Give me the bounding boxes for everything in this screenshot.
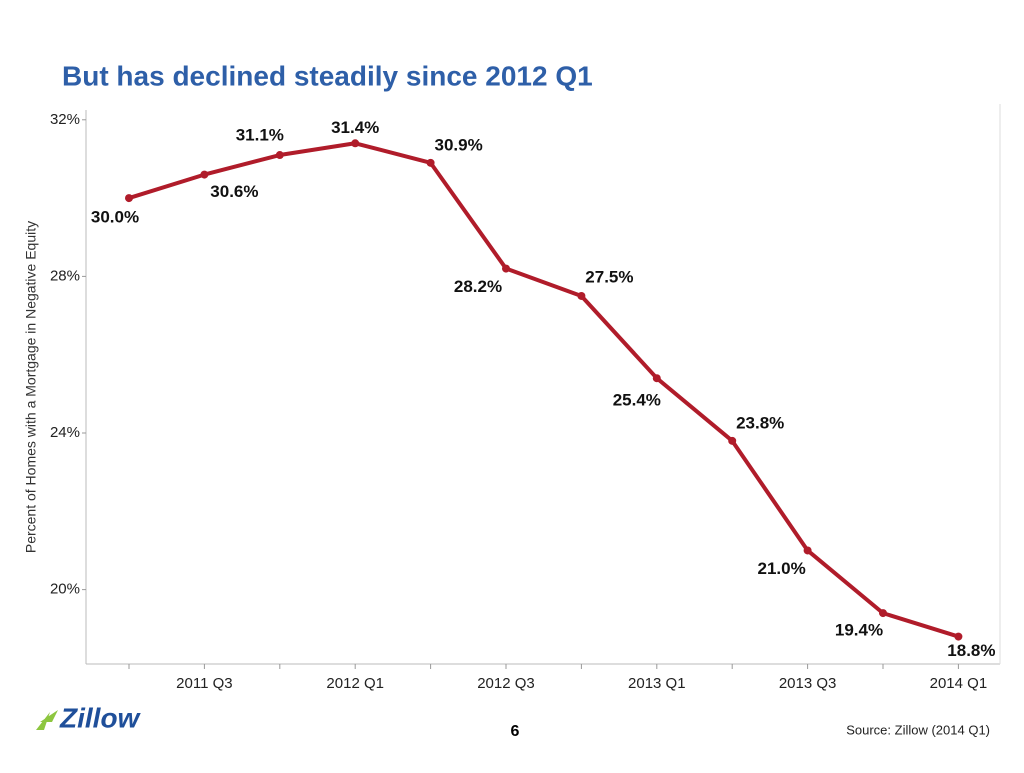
data-label: 30.0%: [91, 208, 139, 227]
data-label: 30.9%: [434, 135, 482, 154]
data-label: 31.1%: [236, 126, 284, 145]
y-tick-label: 28%: [50, 267, 80, 284]
x-tick-label: 2014 Q1: [930, 675, 988, 692]
y-tick-label: 20%: [50, 581, 80, 598]
y-tick-label: 24%: [50, 424, 80, 441]
point: [200, 170, 209, 179]
point: [426, 158, 435, 167]
data-label: 19.4%: [835, 621, 883, 640]
point: [275, 151, 284, 160]
point: [351, 139, 360, 148]
point: [125, 194, 133, 203]
y-tick-label: 32%: [50, 111, 80, 128]
y-axis-label: Percent of Homes with a Mortgage in Nega…: [23, 221, 39, 553]
page-number: 6: [511, 723, 520, 740]
data-label: 21.0%: [757, 559, 805, 578]
x-tick-label: 2011 Q3: [176, 675, 232, 692]
logo: Zillow: [36, 702, 142, 733]
data-label: 25.4%: [613, 391, 661, 410]
logo-icon: [36, 710, 58, 730]
logo-text: Zillow: [59, 702, 142, 733]
point: [502, 264, 510, 273]
x-tick-label: 2013 Q3: [779, 675, 837, 692]
data-label: 31.4%: [331, 118, 379, 137]
x-tick-label: 2012 Q3: [477, 675, 535, 692]
data-label: 30.6%: [210, 182, 258, 201]
source: Source: Zillow (2014 Q1): [846, 722, 990, 737]
data-label: 23.8%: [736, 413, 784, 432]
point: [879, 609, 887, 618]
chart-title: But has declined steadily since 2012 Q1: [62, 60, 593, 91]
line: [128, 141, 959, 639]
point: [803, 546, 812, 555]
data-label: 18.8%: [947, 641, 995, 660]
point: [652, 374, 661, 383]
x-tick-label: 2013 Q1: [628, 675, 686, 692]
point: [954, 632, 963, 641]
point: [577, 291, 586, 300]
data-label: 28.2%: [454, 277, 502, 296]
x-tick-label: 2012 Q1: [326, 675, 384, 692]
point: [728, 436, 737, 445]
data-label: 27.5%: [585, 267, 633, 286]
